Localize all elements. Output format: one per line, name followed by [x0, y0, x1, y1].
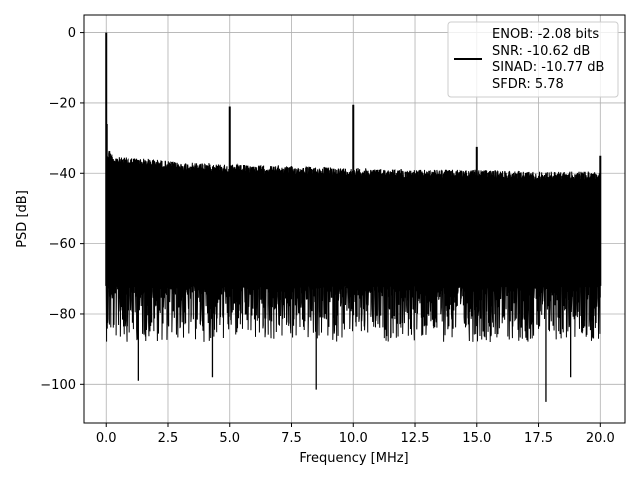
x-tick-label: 0.0 — [96, 431, 117, 446]
legend-sinad: SINAD: -10.77 dB — [492, 60, 604, 75]
x-tick-label: 5.0 — [219, 431, 240, 446]
ticks: 0.0 2.5 5.0 7.5 10.0 12.5 15.0 17.5 20.0 0 −20 −40 −… — [40, 26, 614, 446]
x-tick-label: 17.5 — [524, 431, 553, 446]
y-axis-label: PSD [dB] — [15, 190, 30, 248]
x-tick-label: 2.5 — [158, 431, 179, 446]
legend-snr: SNR: -10.62 dB — [492, 44, 590, 59]
y-tick-label: −20 — [49, 96, 76, 111]
legend: ENOB: -2.08 bits SNR: -10.62 dB SINAD: -… — [447, 21, 619, 98]
y-tick-label: −80 — [49, 307, 76, 322]
legend-sfdr: SFDR: 5.78 — [492, 77, 564, 92]
y-tick-label: −60 — [49, 237, 76, 252]
y-tick-label: 0 — [68, 26, 76, 41]
x-tick-label: 12.5 — [401, 431, 430, 446]
x-tick-label: 7.5 — [281, 431, 302, 446]
y-tick-label: −100 — [40, 378, 76, 393]
series-layer — [105, 32, 602, 402]
plot-frame — [83, 14, 626, 424]
x-tick-label: 20.0 — [586, 431, 615, 446]
x-tick-label: 15.0 — [462, 431, 491, 446]
x-axis-label: Frequency [MHz] — [299, 451, 408, 466]
legend-box — [447, 21, 619, 98]
legend-enob: ENOB: -2.08 bits — [492, 27, 599, 42]
x-tick-label: 10.0 — [339, 431, 368, 446]
y-tick-label: −40 — [49, 167, 76, 182]
